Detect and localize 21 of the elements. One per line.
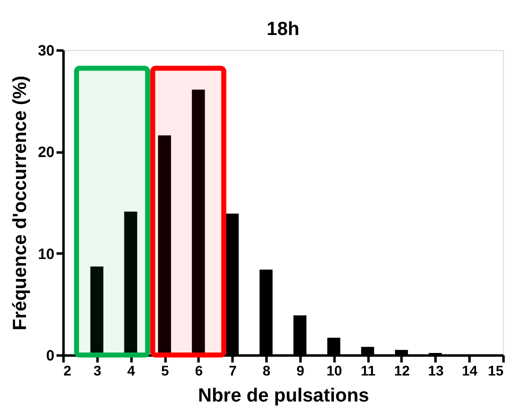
y-axis-title: Fréquence d'occurrence (%) <box>10 76 31 330</box>
x-tick-label: 9 <box>296 362 305 378</box>
x-tick-label: 11 <box>360 362 376 378</box>
y-tick-label: 10 <box>38 246 54 263</box>
x-tick-label: 2 <box>64 362 72 378</box>
y-tick-label: 20 <box>38 144 54 162</box>
y-tick-label: 0 <box>46 348 54 364</box>
x-tick-label: 14 <box>462 362 478 378</box>
x-tick-label: 6 <box>194 362 203 378</box>
x-tick-label: 4 <box>127 362 136 378</box>
chart-title: 18h <box>266 19 300 40</box>
x-tick-label: 3 <box>93 362 102 378</box>
x-axis-title: Nbre de pulsations <box>198 386 370 406</box>
x-tick-label: 8 <box>262 362 271 378</box>
x-tick-label: 7 <box>228 362 237 378</box>
x-tick-label: 12 <box>394 362 410 378</box>
x-tick-label: 10 <box>326 362 342 378</box>
x-tick-label: 15 <box>488 362 504 378</box>
y-tick-label: 30 <box>38 42 54 60</box>
x-tick-label: 13 <box>428 362 444 378</box>
x-tick-label: 5 <box>161 362 170 378</box>
